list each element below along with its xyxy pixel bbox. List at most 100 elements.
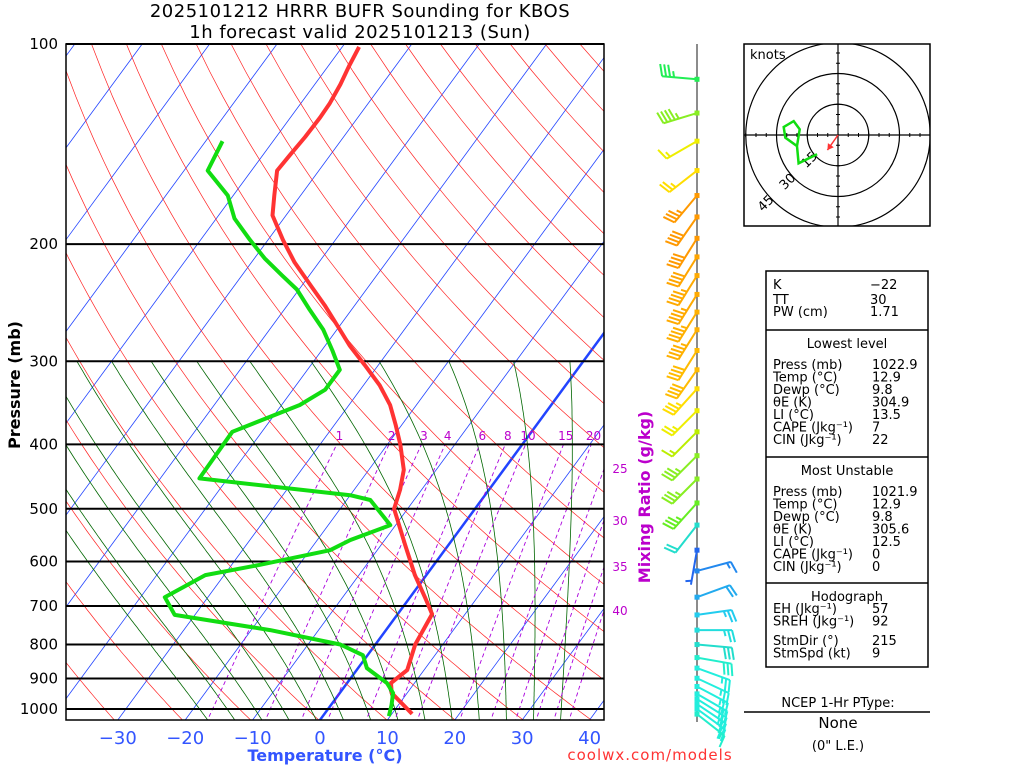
stats-section-heading: Lowest level	[807, 337, 888, 352]
wind-barb	[666, 235, 700, 269]
dry-adiabat	[335, 44, 604, 361]
storm-motion-arrowhead	[827, 143, 834, 151]
wind-barb	[666, 273, 700, 307]
wind-barb	[661, 429, 700, 458]
stats-table: K −22 TT 30 PW (cm) 1.71 Lowest level Press (mb…	[765, 270, 929, 668]
wind-barb	[659, 168, 700, 193]
stat-label: StmSpd (kt)	[773, 647, 851, 662]
wind-barb	[665, 367, 700, 400]
mixing-ratio-line	[553, 565, 604, 720]
wind-barb	[657, 138, 700, 160]
mixing-ratio-line	[416, 444, 527, 720]
mixing-ratio-label: Mixing Ratio (g/kg)	[635, 411, 654, 583]
stat-label: SREH (Jkg⁻¹)	[773, 615, 854, 630]
mixing-ratio-line	[207, 444, 338, 720]
stats-section-heading: Most Unstable	[801, 464, 894, 479]
moist-adiabat	[310, 361, 453, 720]
stat-label: Press (mb)	[773, 485, 842, 500]
dry-adiabat	[66, 251, 456, 720]
wind-barb	[662, 386, 700, 416]
dry-adiabat	[66, 419, 320, 720]
isotherm	[252, 240, 604, 720]
wind-barb	[662, 193, 700, 224]
mixing-ratio-line	[300, 444, 422, 720]
stat-label: PW (cm)	[773, 305, 828, 320]
background-lines	[66, 44, 604, 720]
temperature-tick-label: −30	[99, 728, 137, 749]
temperature-tick-label: 20	[443, 728, 466, 749]
mixing-ratio-tick-label: 1	[336, 429, 344, 443]
mixing-ratio-tick-label: 15	[558, 429, 573, 443]
wind-barb	[685, 547, 700, 585]
title-line-1: 2025101212 HRRR BUFR Sounding for KBOS	[150, 1, 570, 22]
mixing-ratio-line	[365, 444, 481, 720]
stat-value: 12.9	[872, 371, 901, 386]
moist-adiabat	[66, 488, 236, 720]
mixing-ratio-line	[535, 519, 604, 720]
stat-label: LI (°C)	[773, 535, 814, 550]
mixing-ratio-tick-label: 8	[504, 429, 512, 443]
dry-adiabat	[66, 581, 183, 720]
temperature-tick-label: 0	[314, 728, 325, 749]
stat-value: −22	[870, 278, 897, 293]
stat-value: 57	[872, 602, 889, 617]
isotherm	[66, 44, 278, 333]
dry-adiabat	[91, 44, 604, 681]
isotherm	[66, 44, 480, 608]
stat-value: 305.6	[872, 523, 909, 538]
stats-section-heading: Hodograph	[811, 590, 883, 605]
mixing-ratio-tick-label: 35	[612, 560, 627, 574]
stat-label: Dewp (°C)	[773, 383, 840, 398]
pressure-tick-label: 500	[29, 500, 58, 518]
pressure-tick-label: 800	[29, 636, 58, 654]
mixing-ratio-tick-label: 25	[612, 462, 627, 476]
dry-adiabat	[66, 69, 592, 720]
moist-adiabat	[76, 361, 317, 720]
temperature-tick-label: 40	[578, 728, 601, 749]
temperature-tick-label: −10	[234, 728, 272, 749]
moist-adiabat	[66, 529, 209, 720]
pressure-tick-label: 600	[29, 552, 58, 570]
zero-isotherm	[318, 330, 604, 720]
dry-adiabat	[66, 662, 115, 720]
stat-value: 0	[872, 548, 880, 563]
dry-adiabat	[66, 500, 252, 720]
wind-barb	[656, 108, 700, 125]
wind-barbs	[656, 63, 738, 748]
wind-barb	[666, 254, 700, 288]
stat-value: 30	[870, 293, 887, 308]
temperature-tick-label: −20	[166, 728, 204, 749]
pressure-tick-label: 100	[29, 35, 58, 53]
stat-label: Dewp (°C)	[773, 510, 840, 525]
wind-barb	[694, 584, 738, 600]
mixing-ratio-tick-label: 20	[586, 429, 601, 443]
dry-adiabat	[126, 44, 604, 633]
wind-barb	[661, 476, 700, 505]
dry-adiabat	[66, 336, 388, 720]
ptype-heading: NCEP 1-Hr PType:	[781, 696, 894, 711]
pressure-tick-label: 900	[29, 670, 58, 688]
stat-label: K	[773, 278, 782, 293]
stat-value: 12.9	[872, 498, 901, 513]
credit-link[interactable]: coolwx.com/models	[567, 746, 732, 764]
mixing-ratio-tick-label: 10	[520, 429, 535, 443]
wind-barb	[659, 63, 700, 82]
isotherm	[454, 516, 604, 720]
wind-barb	[666, 347, 700, 382]
stat-label: EH (Jkg⁻¹)	[773, 602, 837, 617]
isotherm	[117, 56, 604, 720]
dry-adiabat	[405, 44, 604, 276]
stat-value: 1022.9	[872, 358, 918, 373]
stat-label: StmDir (°)	[773, 634, 839, 649]
ptype-accum: (0" L.E.)	[812, 739, 864, 754]
temperature-tick-label: 30	[511, 728, 534, 749]
wind-barb	[694, 609, 738, 623]
dry-adiabat	[66, 163, 524, 720]
stat-value: 304.9	[872, 396, 909, 411]
mixing-ratio-tick-label: 30	[612, 514, 627, 528]
stat-label: TT	[772, 293, 789, 308]
isotherm	[66, 44, 413, 516]
wind-barb	[662, 500, 700, 530]
stat-value: 1.71	[870, 305, 899, 320]
